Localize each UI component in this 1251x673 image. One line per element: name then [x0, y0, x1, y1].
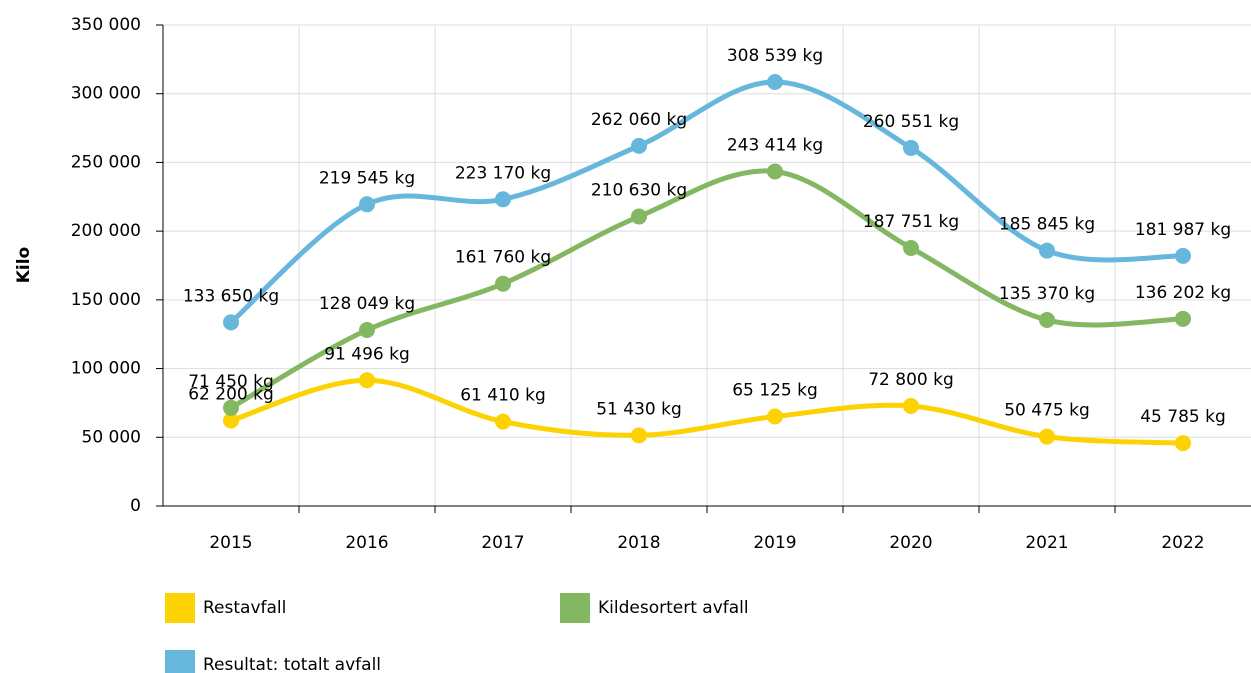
legend-swatch — [165, 593, 195, 623]
x-tick-label: 2015 — [209, 533, 252, 553]
data-point — [631, 137, 647, 154]
legend-swatch — [560, 593, 590, 623]
data-label: 135 370 kg — [999, 284, 1095, 304]
data-point — [1175, 310, 1191, 327]
data-point — [1175, 247, 1191, 264]
data-point — [1039, 311, 1055, 328]
x-tick-label: 2017 — [481, 533, 524, 553]
data-label: 181 987 kg — [1135, 220, 1231, 240]
data-label: 262 060 kg — [591, 110, 687, 130]
y-tick-label: 200 000 — [71, 221, 141, 241]
data-point — [767, 163, 783, 180]
data-point — [495, 275, 511, 292]
data-point — [767, 408, 783, 425]
series-line — [229, 168, 1184, 410]
y-tick-label: 100 000 — [71, 359, 141, 379]
y-tick-label: 250 000 — [71, 152, 141, 172]
data-label: 62 200 kg — [188, 385, 274, 405]
legend-swatch — [165, 650, 195, 673]
data-label: 223 170 kg — [455, 163, 551, 183]
data-point — [359, 372, 375, 389]
data-point — [767, 73, 783, 90]
data-label: 71 450 kg — [188, 372, 274, 392]
x-tick-label: 2021 — [1025, 533, 1068, 553]
data-point — [631, 208, 647, 225]
data-label: 45 785 kg — [1140, 407, 1226, 427]
y-tick-label: 0 — [130, 496, 141, 516]
x-tick-label: 2018 — [617, 533, 660, 553]
y-tick-label: 350 000 — [71, 15, 141, 35]
data-label: 260 551 kg — [863, 112, 959, 132]
legend-label: Restavfall — [203, 598, 286, 618]
x-tick-label: 2022 — [1161, 533, 1204, 553]
data-label: 187 751 kg — [863, 212, 959, 232]
x-tick-label: 2019 — [753, 533, 796, 553]
data-label: 308 539 kg — [727, 46, 823, 66]
data-point — [223, 399, 239, 416]
data-point — [1039, 428, 1055, 445]
data-label: 210 630 kg — [591, 181, 687, 201]
data-point — [223, 412, 239, 429]
data-label: 219 545 kg — [319, 168, 415, 188]
y-tick-label: 50 000 — [82, 427, 141, 447]
data-point — [903, 139, 919, 156]
data-point — [631, 427, 647, 444]
y-tick-label: 300 000 — [71, 84, 141, 104]
data-point — [903, 239, 919, 256]
y-axis-title: Kilo — [14, 247, 34, 284]
y-tick-label: 150 000 — [71, 290, 141, 310]
x-tick-label: 2020 — [889, 533, 932, 553]
x-tick-label: 2016 — [345, 533, 388, 553]
data-point — [1039, 242, 1055, 259]
data-label: 61 410 kg — [460, 386, 546, 406]
data-label: 51 430 kg — [596, 399, 682, 419]
data-point — [223, 314, 239, 331]
data-label: 65 125 kg — [732, 380, 818, 400]
data-label: 50 475 kg — [1004, 401, 1090, 421]
data-label: 133 650 kg — [183, 286, 279, 306]
data-point — [495, 191, 511, 208]
legend-label: Kildesortert avfall — [598, 598, 749, 618]
legend-label: Resultat: totalt avfall — [203, 655, 381, 673]
data-label: 243 414 kg — [727, 135, 823, 155]
data-label: 136 202 kg — [1135, 283, 1231, 303]
data-label: 91 496 kg — [324, 344, 410, 364]
data-label: 161 760 kg — [455, 248, 551, 268]
data-point — [903, 397, 919, 414]
data-label: 72 800 kg — [868, 370, 954, 390]
data-point — [359, 196, 375, 213]
data-point — [359, 322, 375, 339]
data-label: 185 845 kg — [999, 215, 1095, 235]
data-point — [1175, 435, 1191, 452]
data-point — [495, 413, 511, 430]
data-label: 128 049 kg — [319, 294, 415, 314]
